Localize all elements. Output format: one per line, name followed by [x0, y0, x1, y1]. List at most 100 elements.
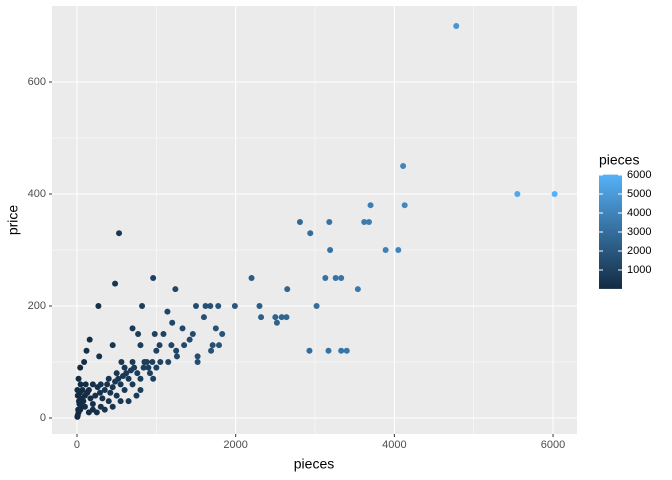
point — [125, 398, 132, 405]
point — [77, 381, 84, 388]
point — [151, 330, 158, 337]
point — [216, 342, 223, 349]
point — [278, 314, 285, 321]
point — [105, 375, 112, 382]
point — [326, 218, 333, 225]
point — [121, 364, 128, 371]
y-tick-label: 0 — [40, 412, 46, 424]
point — [200, 314, 207, 321]
point — [89, 400, 96, 407]
point — [327, 246, 334, 253]
point — [338, 274, 345, 281]
point — [107, 389, 114, 396]
point — [168, 342, 175, 349]
y-tick-label: 400 — [28, 188, 46, 200]
point — [209, 342, 216, 349]
plot-panel — [52, 6, 577, 434]
point — [109, 403, 116, 410]
point — [400, 162, 407, 169]
point — [202, 302, 209, 309]
point — [133, 392, 140, 399]
point — [125, 375, 132, 382]
point — [75, 375, 82, 382]
point — [215, 302, 222, 309]
point — [284, 286, 291, 293]
point — [96, 353, 103, 360]
point — [212, 325, 219, 332]
point — [160, 330, 167, 337]
legend-label: 6000 — [627, 169, 651, 181]
legend-label: 3000 — [627, 226, 651, 238]
point — [382, 246, 389, 253]
point — [99, 395, 106, 402]
point — [207, 302, 214, 309]
point — [186, 336, 193, 343]
point — [81, 403, 88, 410]
point — [129, 325, 136, 332]
point — [134, 370, 141, 377]
legend-label: 1000 — [627, 264, 651, 276]
point — [145, 364, 152, 371]
point — [156, 342, 163, 349]
point — [165, 358, 172, 365]
point — [354, 286, 361, 293]
point — [283, 314, 290, 321]
point — [194, 353, 201, 360]
x-axis-title: pieces — [294, 456, 334, 472]
point — [137, 386, 144, 393]
point — [367, 202, 374, 209]
point — [93, 409, 100, 416]
point — [75, 406, 82, 413]
point — [86, 336, 93, 343]
point — [322, 274, 329, 281]
x-tick-label: 4000 — [382, 439, 406, 451]
point — [97, 389, 104, 396]
point — [82, 381, 89, 388]
legend-label: 5000 — [627, 188, 651, 200]
point — [189, 330, 196, 337]
point — [219, 330, 226, 337]
point — [150, 375, 157, 382]
point — [116, 230, 123, 237]
point — [150, 274, 157, 281]
point — [306, 347, 313, 354]
point — [273, 319, 280, 326]
point — [105, 398, 112, 405]
point — [77, 364, 84, 371]
point — [140, 364, 147, 371]
point — [149, 358, 156, 365]
point — [135, 330, 142, 337]
point — [109, 384, 116, 391]
point — [181, 342, 188, 349]
point — [139, 302, 146, 309]
point — [74, 386, 81, 393]
point — [121, 386, 128, 393]
y-axis-title: price — [5, 205, 21, 236]
point — [332, 274, 339, 281]
point — [92, 392, 99, 399]
point — [113, 370, 120, 377]
point — [296, 218, 303, 225]
point — [74, 413, 81, 420]
point — [115, 375, 122, 382]
point — [153, 347, 160, 354]
point — [313, 302, 320, 309]
point — [325, 347, 332, 354]
point — [365, 218, 372, 225]
point — [272, 314, 279, 321]
point — [95, 302, 102, 309]
point — [395, 246, 402, 253]
point — [179, 325, 186, 332]
point — [307, 230, 314, 237]
point — [137, 342, 144, 349]
point — [258, 314, 265, 321]
point — [143, 358, 150, 365]
point — [137, 375, 144, 382]
point — [173, 353, 180, 360]
point — [146, 370, 153, 377]
point — [129, 381, 136, 388]
point — [81, 358, 88, 365]
point — [157, 358, 164, 365]
point — [104, 381, 111, 388]
